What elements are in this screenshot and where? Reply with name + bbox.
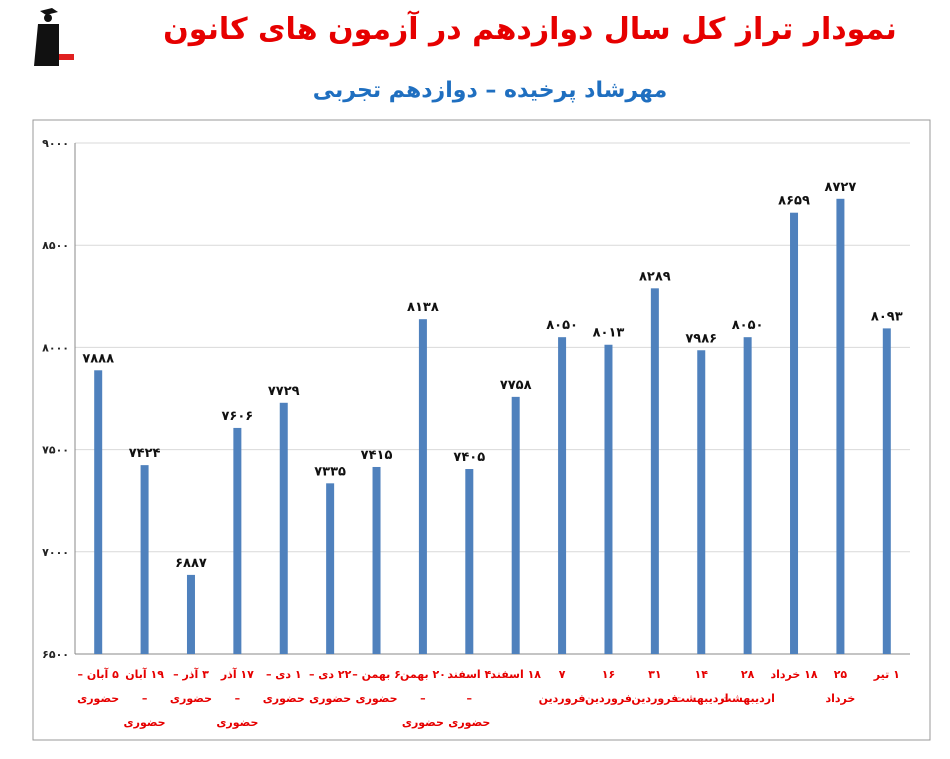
bar bbox=[558, 337, 567, 654]
bar bbox=[279, 402, 288, 654]
bar bbox=[418, 319, 427, 654]
data-label: ۶۸۸۷ bbox=[175, 556, 207, 571]
data-label: ۷۴۰۵ bbox=[453, 450, 485, 465]
y-tick-label: ۷۵۰۰ bbox=[42, 444, 69, 457]
x-tick-label: حضوری bbox=[309, 692, 351, 705]
bar bbox=[604, 344, 613, 654]
x-tick-label: حضوری bbox=[448, 716, 490, 729]
x-tick-label: ۱ دی – bbox=[266, 668, 302, 681]
x-tick-label: حضوری bbox=[355, 692, 397, 705]
bar bbox=[233, 427, 242, 654]
x-tick-label: – bbox=[142, 692, 148, 705]
data-label: ۸۶۵۹ bbox=[778, 194, 810, 209]
bar bbox=[186, 574, 195, 654]
x-tick-label: ۱۸ خرداد bbox=[770, 668, 817, 681]
x-tick-label: ۲۰ بهمن bbox=[400, 668, 446, 681]
x-tick-label: ۱۶ bbox=[602, 668, 615, 681]
x-tick-label: ۱۸ اسفند bbox=[490, 668, 541, 681]
x-tick-label: حضوری bbox=[170, 692, 212, 705]
data-label: ۷۶۰۶ bbox=[221, 409, 253, 424]
x-tick-label: فروردین bbox=[631, 692, 678, 705]
x-tick-label: ۱ تیر bbox=[873, 668, 900, 681]
x-tick-label: ۲۲ دی – bbox=[309, 668, 352, 681]
x-tick-label: – bbox=[235, 692, 241, 705]
bar bbox=[650, 288, 659, 654]
x-tick-label: ۶ بهمن – bbox=[352, 668, 401, 681]
x-tick-label: حضوری bbox=[402, 716, 444, 729]
data-label: ۷۴۱۵ bbox=[361, 448, 393, 463]
data-label: ۸۱۳۸ bbox=[407, 300, 439, 315]
data-label: ۸۰۹۳ bbox=[871, 309, 903, 324]
data-label: ۸۰۵۰ bbox=[732, 318, 764, 333]
bar bbox=[836, 198, 845, 654]
x-tick-label: اردیبهشت bbox=[674, 692, 728, 705]
data-label: ۷۷۲۹ bbox=[268, 384, 300, 399]
bar bbox=[465, 469, 474, 654]
x-tick-label: ۱۷ آذر bbox=[220, 667, 254, 681]
x-tick-label: – bbox=[467, 692, 473, 705]
data-label: ۷۷۵۸ bbox=[500, 378, 532, 393]
x-tick-label: فروردین bbox=[585, 692, 632, 705]
x-tick-label: حضوری bbox=[124, 716, 166, 729]
bar bbox=[790, 212, 799, 655]
plot-frame bbox=[32, 119, 931, 741]
x-tick-label: خرداد bbox=[825, 692, 855, 705]
x-tick-label: حضوری bbox=[216, 716, 258, 729]
y-tick-label: ۶۵۰۰ bbox=[42, 648, 69, 661]
bar bbox=[94, 370, 103, 654]
x-tick-label: ۱۹ آبان bbox=[125, 667, 164, 681]
bar bbox=[140, 465, 149, 654]
x-tick-label: ۲۸ bbox=[741, 668, 755, 681]
data-label: ۷۳۳۵ bbox=[314, 464, 346, 479]
x-tick-label: ۵ آبان – bbox=[78, 667, 120, 681]
chart-title: نمودار تراز کل سال دوازدهم در آزمون های … bbox=[163, 12, 897, 47]
y-tick-label: ۸۵۰۰ bbox=[42, 239, 69, 252]
data-label: ۸۲۸۹ bbox=[639, 269, 671, 284]
x-tick-label: ۱۴ bbox=[695, 668, 709, 681]
x-tick-label: فروردین bbox=[539, 692, 586, 705]
x-tick-label: ۴ اسفند bbox=[447, 668, 491, 681]
data-label: ۸۷۲۷ bbox=[825, 180, 857, 195]
y-tick-label: ۸۰۰۰ bbox=[42, 341, 69, 354]
data-label: ۷۹۸۶ bbox=[685, 331, 717, 346]
chart-subtitle: مهرشاد پرخیده – دوازدهم تجربی bbox=[312, 78, 668, 103]
y-tick-label: ۹۰۰۰ bbox=[42, 137, 69, 150]
x-tick-label: ۳۱ bbox=[648, 668, 661, 681]
data-label: ۸۰۵۰ bbox=[546, 318, 578, 333]
x-tick-label: حضوری bbox=[77, 692, 119, 705]
data-label: ۷۴۲۴ bbox=[129, 446, 161, 461]
bar bbox=[743, 337, 752, 654]
x-tick-label: ۲۵ bbox=[834, 668, 848, 681]
data-label: ۸۰۱۳ bbox=[593, 326, 625, 341]
kanoon-logo bbox=[28, 8, 74, 66]
bar bbox=[326, 483, 335, 654]
bar bbox=[372, 466, 381, 654]
x-tick-label: ۷ bbox=[559, 668, 566, 681]
y-tick-label: ۷۰۰۰ bbox=[42, 546, 69, 559]
x-tick-label: ۳ آذر – bbox=[173, 667, 209, 681]
x-tick-label: حضوری bbox=[263, 692, 305, 705]
bar bbox=[882, 328, 891, 654]
bar bbox=[697, 350, 706, 654]
x-tick-label: اردیبهشت bbox=[720, 692, 774, 705]
bar bbox=[511, 396, 520, 654]
x-tick-label: – bbox=[420, 692, 426, 705]
data-label: ۷۸۸۸ bbox=[82, 351, 114, 366]
